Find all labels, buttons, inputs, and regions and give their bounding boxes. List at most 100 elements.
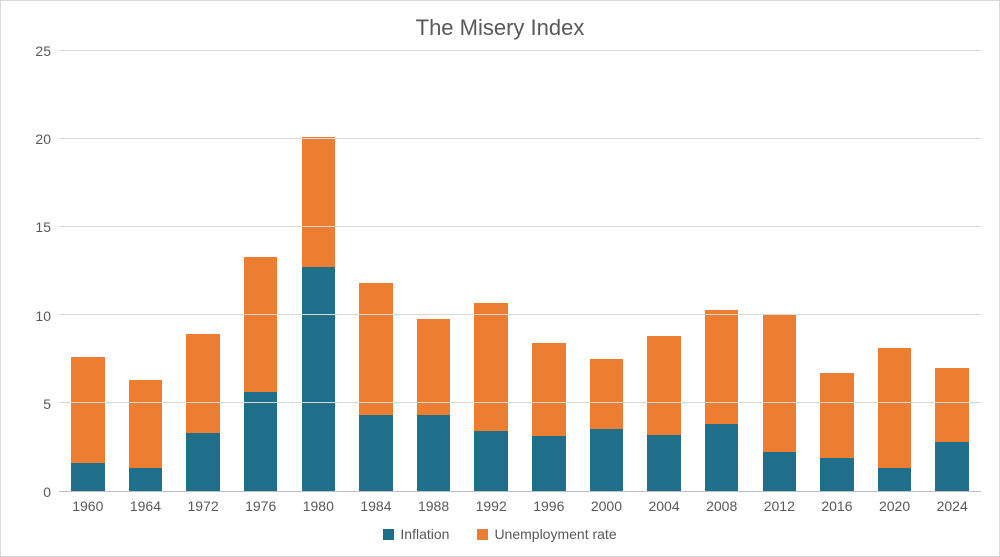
bar-segment-unemployment-rate: [359, 283, 392, 415]
bar-segment-unemployment-rate: [129, 380, 162, 468]
x-tick-label: 2000: [578, 492, 636, 514]
gridline: [59, 138, 981, 139]
bar: [532, 51, 565, 491]
y-tick-label: 10: [35, 308, 51, 324]
bar: [820, 51, 853, 491]
bar-segment-inflation: [474, 431, 507, 491]
bar-slot: [59, 51, 117, 491]
bar-segment-inflation: [532, 436, 565, 491]
x-tick-label: 1980: [290, 492, 348, 514]
bar-slot: [578, 51, 636, 491]
legend-label: Unemployment rate: [494, 526, 616, 542]
bar-slot: [117, 51, 175, 491]
bar: [935, 51, 968, 491]
y-tick-label: 20: [35, 131, 51, 147]
bar: [244, 51, 277, 491]
gridline: [59, 50, 981, 51]
bar-slot: [751, 51, 809, 491]
bar-slot: [693, 51, 751, 491]
bar-segment-unemployment-rate: [647, 336, 680, 435]
bar-segment-unemployment-rate: [71, 357, 104, 463]
bar-segment-inflation: [590, 429, 623, 491]
x-tick-label: 2012: [751, 492, 809, 514]
bar-segment-unemployment-rate: [820, 373, 853, 457]
y-tick-label: 15: [35, 219, 51, 235]
bar-segment-unemployment-rate: [935, 368, 968, 442]
bar-slot: [808, 51, 866, 491]
legend-item-inflation: Inflation: [383, 526, 449, 542]
bar: [302, 51, 335, 491]
y-tick-label: 5: [43, 396, 51, 412]
bar-segment-unemployment-rate: [244, 257, 277, 393]
legend-label: Inflation: [400, 526, 449, 542]
legend-item-unemployment-rate: Unemployment rate: [477, 526, 616, 542]
bar-slot: [462, 51, 520, 491]
bar: [705, 51, 738, 491]
bar-segment-inflation: [763, 452, 796, 491]
bar-segment-inflation: [359, 415, 392, 491]
bar: [186, 51, 219, 491]
x-tick-label: 1972: [174, 492, 232, 514]
x-tick-label: 1984: [347, 492, 405, 514]
bar-segment-inflation: [71, 463, 104, 491]
bar-segment-inflation: [705, 424, 738, 491]
bar-segment-inflation: [186, 433, 219, 491]
bar-slot: [232, 51, 290, 491]
bar-segment-inflation: [820, 458, 853, 491]
bar: [647, 51, 680, 491]
bar-segment-unemployment-rate: [878, 348, 911, 468]
bars-layer: [59, 51, 981, 491]
bar: [878, 51, 911, 491]
legend-swatch: [383, 529, 394, 540]
gridline: [59, 314, 981, 315]
x-tick-label: 2016: [808, 492, 866, 514]
x-tick-label: 1988: [405, 492, 463, 514]
bar-segment-unemployment-rate: [763, 315, 796, 452]
x-tick-label: 1964: [117, 492, 175, 514]
x-tick-label: 1996: [520, 492, 578, 514]
bar-slot: [866, 51, 924, 491]
plot-area: [59, 51, 981, 492]
bar: [417, 51, 450, 491]
gridline: [59, 402, 981, 403]
gridline: [59, 226, 981, 227]
bar-segment-unemployment-rate: [417, 319, 450, 416]
bar-slot: [174, 51, 232, 491]
y-axis: 0510152025: [19, 51, 59, 492]
bar: [590, 51, 623, 491]
y-tick-label: 0: [43, 484, 51, 500]
bar-segment-inflation: [417, 415, 450, 491]
bar-slot: [923, 51, 981, 491]
bar-segment-inflation: [647, 435, 680, 491]
x-tick-label: 2008: [693, 492, 751, 514]
bar: [474, 51, 507, 491]
x-axis: 1960196419721976198019841988199219962000…: [59, 492, 981, 514]
bar-slot: [635, 51, 693, 491]
bar-segment-inflation: [244, 392, 277, 491]
bar-segment-inflation: [129, 468, 162, 491]
bar-segment-inflation: [302, 267, 335, 491]
bar-slot: [290, 51, 348, 491]
bar: [763, 51, 796, 491]
bar-segment-unemployment-rate: [474, 303, 507, 431]
y-tick-label: 25: [35, 43, 51, 59]
bar: [129, 51, 162, 491]
x-tick-label: 2024: [923, 492, 981, 514]
x-tick-label: 1960: [59, 492, 117, 514]
x-tick-label: 1976: [232, 492, 290, 514]
bar-segment-unemployment-rate: [532, 343, 565, 436]
chart-title: The Misery Index: [19, 15, 981, 41]
bar-slot: [520, 51, 578, 491]
bar-segment-unemployment-rate: [186, 334, 219, 433]
x-tick-label: 2020: [866, 492, 924, 514]
x-tick-label: 2004: [635, 492, 693, 514]
legend-swatch: [477, 529, 488, 540]
bar-segment-unemployment-rate: [705, 310, 738, 424]
bar-slot: [405, 51, 463, 491]
bar-segment-unemployment-rate: [302, 137, 335, 267]
bar: [71, 51, 104, 491]
plot-wrap: 0510152025: [19, 51, 981, 492]
legend: Inflation Unemployment rate: [19, 526, 981, 542]
bar-segment-inflation: [878, 468, 911, 491]
bar: [359, 51, 392, 491]
